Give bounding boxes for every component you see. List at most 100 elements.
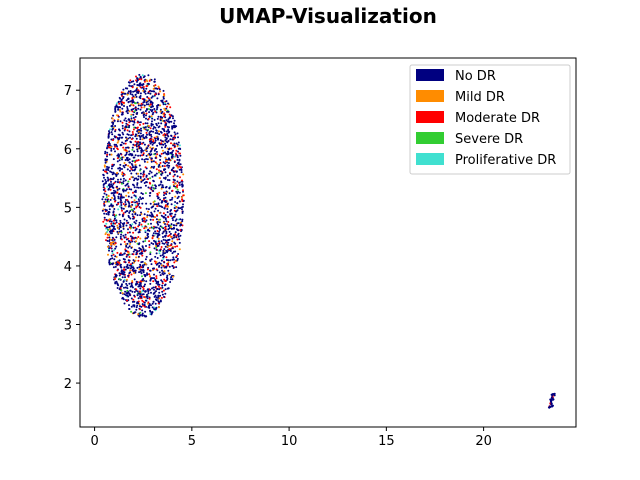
scatter-point [165, 100, 168, 103]
scatter-point [140, 248, 143, 251]
scatter-point [173, 119, 176, 122]
scatter-point [142, 304, 144, 307]
scatter-point [168, 227, 171, 230]
scatter-point [125, 151, 128, 154]
scatter-point [166, 110, 168, 113]
scatter-point [128, 178, 131, 181]
scatter-point [143, 263, 146, 266]
scatter-point [160, 246, 163, 248]
scatter-point [134, 133, 137, 136]
scatter-point [131, 268, 134, 271]
scatter-point [143, 106, 146, 109]
scatter-point [139, 76, 142, 79]
scatter-point [162, 273, 165, 276]
scatter-point [141, 299, 144, 302]
scatter-point [126, 199, 129, 201]
scatter-point [133, 300, 136, 303]
scatter-point [116, 185, 118, 188]
scatter-point [135, 108, 138, 111]
scatter-point [158, 233, 161, 236]
scatter-point [176, 166, 179, 169]
scatter-point [125, 282, 128, 285]
scatter-point [121, 276, 124, 279]
scatter-point [179, 218, 182, 221]
scatter-point [167, 131, 170, 134]
scatter-point [162, 161, 165, 164]
scatter-point [139, 92, 142, 95]
scatter-point [172, 149, 175, 152]
scatter-point [137, 225, 140, 228]
scatter-point [143, 296, 146, 298]
scatter-point [548, 406, 551, 409]
scatter-point [174, 133, 177, 136]
scatter-point [152, 105, 154, 108]
scatter-point [162, 289, 165, 292]
scatter-point [172, 175, 175, 178]
scatter-point [123, 189, 125, 192]
scatter-point [171, 126, 174, 129]
scatter-point [182, 199, 185, 202]
scatter-point [155, 129, 158, 132]
scatter-point [134, 154, 137, 157]
scatter-point [166, 251, 168, 254]
scatter-point [108, 184, 111, 187]
scatter-point [166, 244, 169, 247]
scatter-point [151, 287, 153, 290]
scatter-point [166, 262, 169, 265]
scatter-point [159, 274, 162, 277]
scatter-point [128, 130, 131, 133]
scatter-point [150, 242, 153, 245]
scatter-point [161, 165, 164, 167]
scatter-point [159, 170, 162, 173]
scatter-point [149, 89, 152, 92]
scatter-point [123, 302, 126, 305]
scatter-point [123, 293, 126, 296]
scatter-point [164, 205, 167, 208]
scatter-point [133, 311, 136, 314]
scatter-point [121, 158, 123, 161]
scatter-point [160, 142, 163, 145]
scatter-point [133, 211, 136, 213]
scatter-point [169, 244, 172, 247]
scatter-point [161, 172, 164, 175]
legend-swatch [416, 69, 444, 81]
scatter-point [155, 275, 158, 278]
scatter-point [115, 102, 118, 105]
scatter-point [130, 225, 133, 227]
scatter-point [170, 227, 173, 230]
scatter-point [121, 121, 124, 124]
scatter-point [162, 221, 165, 224]
scatter-point [148, 240, 151, 243]
scatter-point [121, 113, 124, 116]
scatter-point [125, 146, 128, 149]
scatter-point [137, 92, 140, 94]
scatter-point [156, 205, 159, 208]
scatter-point [159, 300, 162, 303]
scatter-point [133, 118, 136, 121]
scatter-point [146, 272, 148, 275]
scatter-point [154, 110, 157, 113]
scatter-point [158, 230, 161, 233]
scatter-point [127, 246, 130, 249]
scatter-point [121, 215, 124, 218]
scatter-point [112, 241, 115, 244]
scatter-point [152, 138, 155, 141]
scatter-point [124, 159, 127, 161]
scatter-point [172, 117, 174, 120]
legend-label: No DR [455, 69, 496, 84]
scatter-point [122, 146, 125, 149]
scatter-point [163, 165, 166, 168]
scatter-point [112, 158, 115, 161]
scatter-point [153, 85, 156, 88]
scatter-point [161, 232, 164, 235]
scatter-point [128, 84, 131, 87]
scatter-point [143, 158, 146, 161]
scatter-point [163, 272, 166, 275]
scatter-point [145, 175, 148, 178]
scatter-point [173, 204, 176, 207]
scatter-point [111, 252, 114, 255]
scatter-point [142, 83, 145, 86]
scatter-point [140, 179, 143, 181]
scatter-point [167, 269, 170, 272]
scatter-point [148, 153, 151, 156]
